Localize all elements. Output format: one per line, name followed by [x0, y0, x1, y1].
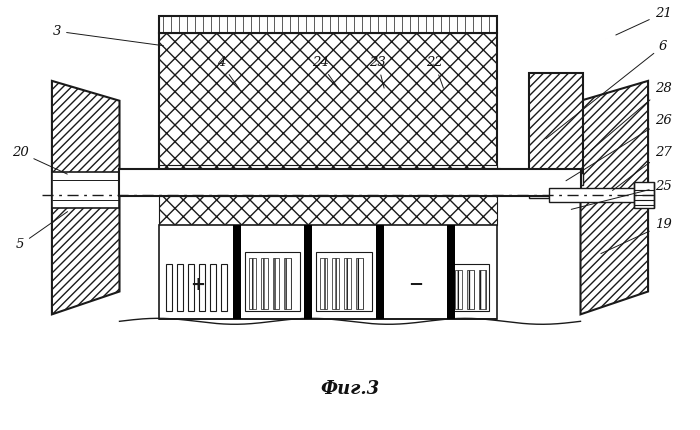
Polygon shape [580, 81, 648, 314]
Bar [528, 173, 584, 185]
Text: 3: 3 [52, 25, 163, 46]
Text: 22: 22 [426, 56, 444, 88]
Text: −: − [408, 276, 423, 294]
Bar [376, 225, 384, 319]
Bar [356, 258, 363, 310]
Bar [452, 264, 489, 311]
Bar [159, 225, 497, 319]
Text: 19: 19 [601, 218, 671, 254]
Bar [159, 165, 497, 182]
Bar [177, 264, 183, 311]
Bar [159, 16, 497, 33]
Bar [188, 264, 194, 311]
Bar [528, 73, 584, 175]
Bar [248, 258, 256, 310]
Bar [360, 168, 376, 180]
Bar [260, 258, 267, 310]
Bar [166, 264, 172, 311]
Bar [634, 182, 654, 208]
Bar [344, 258, 351, 310]
Text: 4: 4 [217, 56, 239, 89]
Bar [284, 258, 291, 310]
Bar [447, 225, 455, 319]
Bar [480, 270, 486, 310]
Bar [220, 264, 227, 311]
Bar [304, 225, 312, 319]
Text: 23: 23 [370, 56, 386, 88]
Bar [159, 33, 497, 170]
Text: 28: 28 [591, 82, 671, 150]
Bar [467, 270, 474, 310]
Bar [455, 270, 462, 310]
Text: 27: 27 [612, 146, 671, 190]
Bar [528, 185, 549, 198]
Bar [444, 168, 461, 180]
Text: 20: 20 [12, 146, 67, 174]
Bar [272, 258, 279, 310]
Bar [245, 252, 300, 311]
Bar [332, 258, 339, 310]
Text: 24: 24 [312, 56, 338, 89]
Text: 26: 26 [566, 114, 671, 181]
Bar [226, 168, 241, 180]
Bar [159, 196, 497, 225]
Bar [186, 168, 202, 180]
Polygon shape [52, 81, 120, 314]
Bar [210, 264, 216, 311]
Text: +: + [190, 276, 206, 294]
Bar [52, 172, 120, 208]
Bar [316, 252, 372, 311]
Bar [549, 188, 638, 202]
Bar [233, 225, 241, 319]
Text: 25: 25 [571, 180, 671, 209]
Bar [270, 168, 286, 180]
Text: 21: 21 [616, 7, 671, 35]
Bar [320, 258, 327, 310]
Text: Фиг.3: Фиг.3 [321, 380, 379, 398]
Bar [315, 168, 331, 180]
Bar [484, 168, 500, 180]
Bar [199, 264, 205, 311]
Text: 5: 5 [16, 212, 67, 251]
Text: 6: 6 [546, 40, 667, 139]
Bar [120, 169, 580, 196]
Bar [405, 168, 421, 180]
